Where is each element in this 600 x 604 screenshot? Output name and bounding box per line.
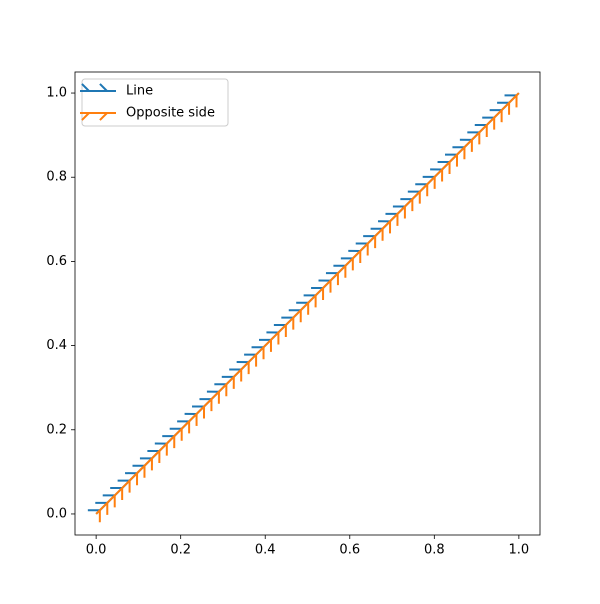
x-tick-label: 0.8: [424, 543, 445, 558]
x-tick-label: 0.0: [86, 543, 107, 558]
legend-label: Line: [126, 84, 153, 99]
x-tick-label: 0.2: [170, 543, 191, 558]
x-tick-label: 0.6: [339, 543, 360, 558]
legend-label: Opposite side: [126, 106, 215, 121]
y-tick-label: 0.2: [46, 422, 67, 437]
y-tick-label: 0.8: [46, 170, 67, 185]
y-tick-label: 0.0: [46, 506, 67, 521]
y-tick-label: 0.4: [46, 338, 67, 353]
x-tick-label: 0.4: [255, 543, 276, 558]
x-tick-label: 1.0: [509, 543, 530, 558]
y-tick-label: 1.0: [46, 86, 67, 101]
y-tick-label: 0.6: [46, 254, 67, 269]
